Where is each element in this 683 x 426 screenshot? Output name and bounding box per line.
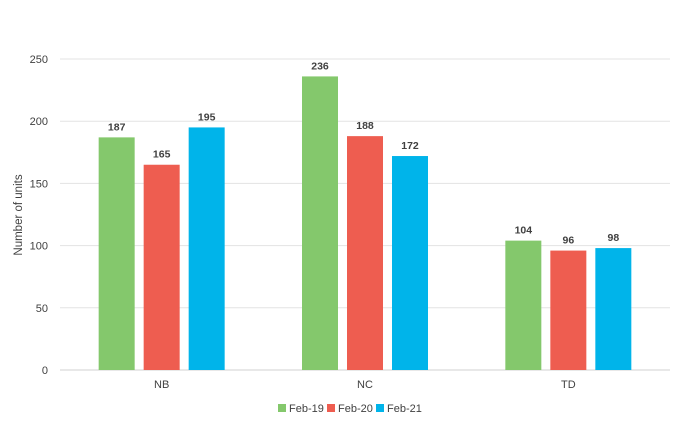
data-label: 96 <box>562 235 574 247</box>
data-label: 98 <box>607 232 619 244</box>
bar-feb-20-nc <box>347 136 383 370</box>
legend: Feb-19 Feb-20 Feb-21 <box>278 403 422 415</box>
y-tick-label: 150 <box>30 178 48 190</box>
y-tick-label: 250 <box>30 54 48 66</box>
bar-feb-19-nc <box>302 76 338 370</box>
legend-swatch <box>278 404 286 412</box>
x-axis-categories: NB NC TD <box>154 379 576 391</box>
bar-feb-19-nb <box>98 137 135 370</box>
bar-feb-21-nc <box>392 156 428 370</box>
bar-feb-21-td <box>595 248 632 370</box>
y-tick-label: 50 <box>36 303 48 315</box>
y-tick-label: 100 <box>30 241 48 253</box>
data-label: 172 <box>401 140 419 152</box>
legend-swatch <box>376 404 384 412</box>
x-category-label: NC <box>357 379 373 391</box>
data-labels: 187 165 195 236 188 172 104 96 98 <box>108 60 619 246</box>
data-label: 188 <box>356 120 374 132</box>
y-tick-label: 0 <box>42 365 48 377</box>
data-label: 104 <box>515 225 533 237</box>
bar-feb-21-nb <box>188 127 225 370</box>
data-label: 195 <box>198 111 216 123</box>
bars <box>98 76 632 370</box>
bar-feb-20-nb <box>143 164 180 370</box>
data-label: 187 <box>108 121 126 133</box>
data-label: 236 <box>311 60 329 72</box>
legend-label: Feb-21 <box>387 403 422 415</box>
legend-label: Feb-20 <box>338 403 373 415</box>
data-label: 165 <box>153 149 171 161</box>
y-axis-label: Number of units <box>13 174 25 255</box>
bar-feb-19-td <box>505 240 542 370</box>
legend-label: Feb-19 <box>289 403 324 415</box>
bar-feb-20-td <box>550 250 587 370</box>
x-category-label: NB <box>154 379 169 391</box>
x-category-label: TD <box>561 379 576 391</box>
y-axis-ticks: 0 50 100 150 200 250 <box>30 54 48 377</box>
y-tick-label: 200 <box>30 116 48 128</box>
legend-swatch <box>327 404 335 412</box>
